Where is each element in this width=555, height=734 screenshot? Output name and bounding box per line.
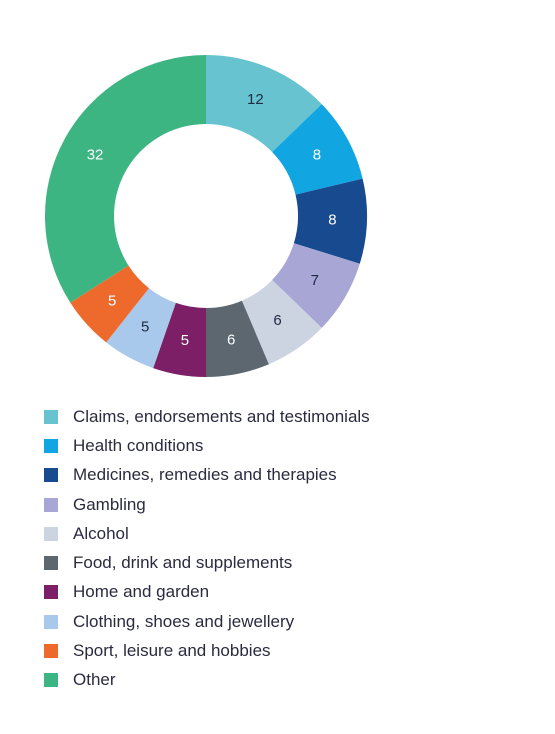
legend-item: Other: [44, 666, 370, 695]
legend-swatch: [44, 644, 58, 659]
slice-value-label: 5: [108, 292, 116, 309]
legend-label: Health conditions: [73, 435, 204, 455]
legend-label: Claims, endorsements and testimonials: [73, 406, 370, 426]
legend-item: Claims, endorsements and testimonials: [44, 402, 370, 431]
legend-label: Medicines, remedies and therapies: [73, 465, 337, 485]
legend: Claims, endorsements and testimonials He…: [44, 402, 370, 695]
slice-value-label: 5: [181, 332, 189, 349]
legend-item: Health conditions: [44, 431, 370, 460]
slice-value-label: 32: [87, 147, 104, 164]
legend-label: Sport, leisure and hobbies: [73, 641, 271, 661]
donut-slice: [293, 178, 367, 264]
slice-value-label: 5: [141, 318, 149, 335]
legend-swatch: [44, 526, 58, 541]
legend-item: Gambling: [44, 490, 370, 519]
donut-slice: [153, 302, 206, 377]
donut-slice: [45, 55, 207, 303]
legend-item: Home and garden: [44, 578, 370, 607]
legend-label: Home and garden: [73, 582, 210, 602]
donut-slice: [70, 265, 149, 343]
legend-swatch: [44, 556, 58, 571]
slice-value-label: 12: [247, 91, 264, 108]
legend-item: Sport, leisure and hobbies: [44, 636, 370, 665]
donut-slice: [272, 104, 363, 195]
legend-label: Clothing, shoes and jewellery: [73, 611, 295, 631]
legend-item: Medicines, remedies and therapies: [44, 461, 370, 490]
legend-swatch: [44, 497, 58, 512]
slice-value-label: 8: [313, 147, 321, 164]
donut-slice: [272, 243, 360, 328]
legend-item: Food, drink and supplements: [44, 548, 370, 577]
legend-swatch: [44, 585, 58, 600]
legend-swatch: [44, 438, 58, 453]
slice-value-label: 6: [273, 312, 281, 329]
legend-swatch: [44, 409, 58, 424]
donut-slice: [106, 288, 176, 369]
donut-chart: 12 8 8 7 6 6 5 5 5 32: [45, 55, 367, 377]
legend-item: Alcohol: [44, 519, 370, 548]
legend-label: Food, drink and supplements: [73, 553, 293, 573]
legend-label: Alcohol: [73, 523, 129, 543]
legend-item: Clothing, shoes and jewellery: [44, 607, 370, 636]
slice-value-label: 6: [227, 331, 235, 348]
donut-slice: [241, 279, 322, 365]
donut-slice: [206, 55, 322, 153]
slice-value-label: 8: [328, 212, 336, 229]
legend-swatch: [44, 673, 58, 688]
slice-value-label: 7: [311, 272, 319, 289]
donut-slice: [206, 300, 269, 377]
legend-swatch: [44, 468, 58, 483]
legend-label: Gambling: [73, 494, 146, 514]
legend-swatch: [44, 614, 58, 629]
legend-label: Other: [73, 670, 116, 690]
